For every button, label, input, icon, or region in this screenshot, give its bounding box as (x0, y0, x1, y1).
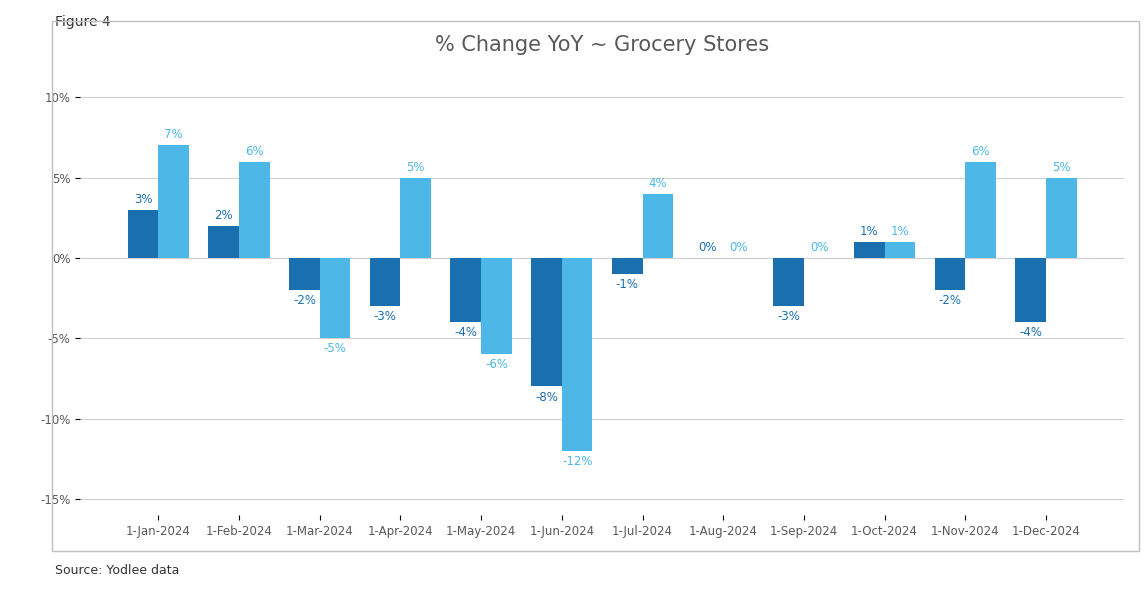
Bar (1046, 178, 1077, 258)
Text: -4%: -4% (1020, 326, 1043, 339)
Text: 3%: 3% (134, 193, 153, 206)
Bar (853, 242, 884, 258)
Bar (320, 258, 351, 338)
Text: -2%: -2% (938, 294, 961, 307)
Text: 1%: 1% (860, 225, 879, 238)
Text: Figure 4: Figure 4 (55, 15, 110, 29)
Bar (239, 162, 270, 258)
Text: -2%: -2% (292, 294, 315, 307)
Text: -6%: -6% (485, 358, 508, 371)
Text: 5%: 5% (406, 160, 426, 173)
Text: 2%: 2% (214, 209, 233, 222)
Bar (158, 146, 189, 258)
Text: 1%: 1% (890, 225, 910, 238)
Text: -8%: -8% (535, 391, 557, 404)
Text: 6%: 6% (972, 144, 990, 157)
Text: -5%: -5% (323, 342, 346, 355)
Bar (481, 258, 512, 355)
Bar (1015, 258, 1046, 322)
Bar (451, 258, 481, 322)
Text: -3%: -3% (374, 310, 397, 323)
Bar (562, 258, 593, 451)
Bar (935, 258, 966, 290)
Text: 7%: 7% (164, 128, 184, 141)
Text: 6%: 6% (245, 144, 264, 157)
Bar (531, 258, 562, 387)
Bar (966, 162, 996, 258)
Bar (209, 226, 239, 258)
Text: -3%: -3% (778, 310, 799, 323)
Bar (611, 258, 642, 274)
Text: -4%: -4% (454, 326, 477, 339)
Bar (369, 258, 400, 306)
Text: 0%: 0% (810, 241, 828, 254)
Title: % Change YoY ~ Grocery Stores: % Change YoY ~ Grocery Stores (435, 36, 770, 55)
Bar (289, 258, 320, 290)
Text: 0%: 0% (729, 241, 748, 254)
Text: Source: Yodlee data: Source: Yodlee data (55, 564, 179, 577)
Bar (400, 178, 431, 258)
Text: 0%: 0% (699, 241, 717, 254)
Bar (773, 258, 804, 306)
Text: 5%: 5% (1052, 160, 1070, 173)
Text: -12%: -12% (562, 455, 592, 468)
Text: 4%: 4% (648, 176, 668, 189)
Bar (884, 242, 915, 258)
Bar (642, 194, 673, 258)
Bar (127, 210, 158, 258)
Text: -1%: -1% (616, 278, 639, 291)
